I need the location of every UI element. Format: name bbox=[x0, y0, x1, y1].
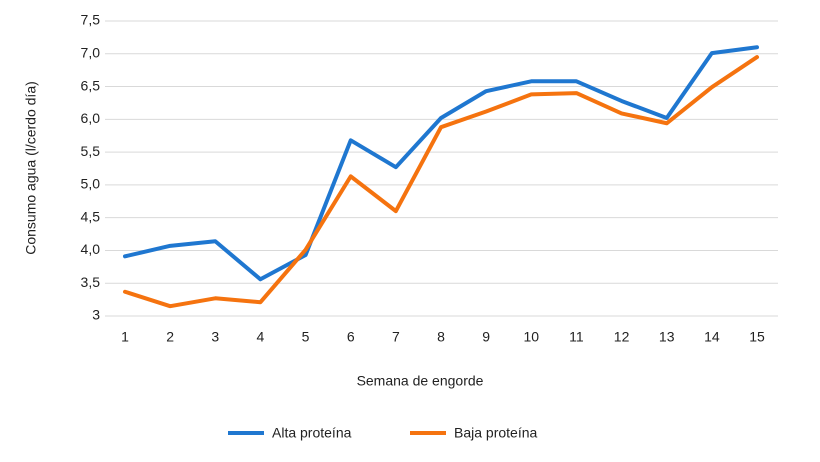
x-tick-label: 12 bbox=[614, 329, 630, 345]
x-tick-label: 1 bbox=[121, 329, 129, 345]
y-tick-label: 6,0 bbox=[81, 110, 101, 126]
y-tick-label: 3 bbox=[92, 307, 100, 323]
y-tick-label: 5,0 bbox=[81, 176, 101, 192]
legend-label: Alta proteína bbox=[272, 425, 352, 441]
x-axis-label: Semana de engorde bbox=[357, 373, 484, 389]
x-tick-label: 6 bbox=[347, 329, 355, 345]
data-line bbox=[123, 55, 759, 309]
legend-label: Baja proteína bbox=[454, 425, 537, 441]
y-tick-label: 4,0 bbox=[81, 241, 101, 257]
data-line bbox=[123, 45, 759, 282]
x-tick-label: 11 bbox=[569, 329, 584, 345]
x-tick-label: 14 bbox=[704, 329, 720, 345]
y-tick-label: 7,0 bbox=[81, 44, 101, 60]
x-tick-label: 3 bbox=[211, 329, 219, 345]
x-tick-label: 10 bbox=[523, 329, 539, 345]
y-tick-label: 6,5 bbox=[81, 77, 101, 93]
x-tick-label: 2 bbox=[166, 329, 174, 345]
x-tick-label: 7 bbox=[392, 329, 400, 345]
x-tick-label: 5 bbox=[302, 329, 310, 345]
y-tick-label: 7,5 bbox=[81, 12, 101, 28]
x-tick-label: 4 bbox=[257, 329, 265, 345]
x-tick-label: 13 bbox=[659, 329, 675, 345]
x-tick-label: 9 bbox=[482, 329, 490, 345]
y-tick-label: 4,5 bbox=[81, 208, 101, 224]
y-axis-label: Consumo agua (l/cerdo día) bbox=[23, 81, 39, 255]
y-tick-label: 5,5 bbox=[81, 143, 101, 159]
x-tick-label: 8 bbox=[437, 329, 445, 345]
x-tick-label: 15 bbox=[749, 329, 765, 345]
y-tick-label: 3,5 bbox=[81, 274, 101, 290]
